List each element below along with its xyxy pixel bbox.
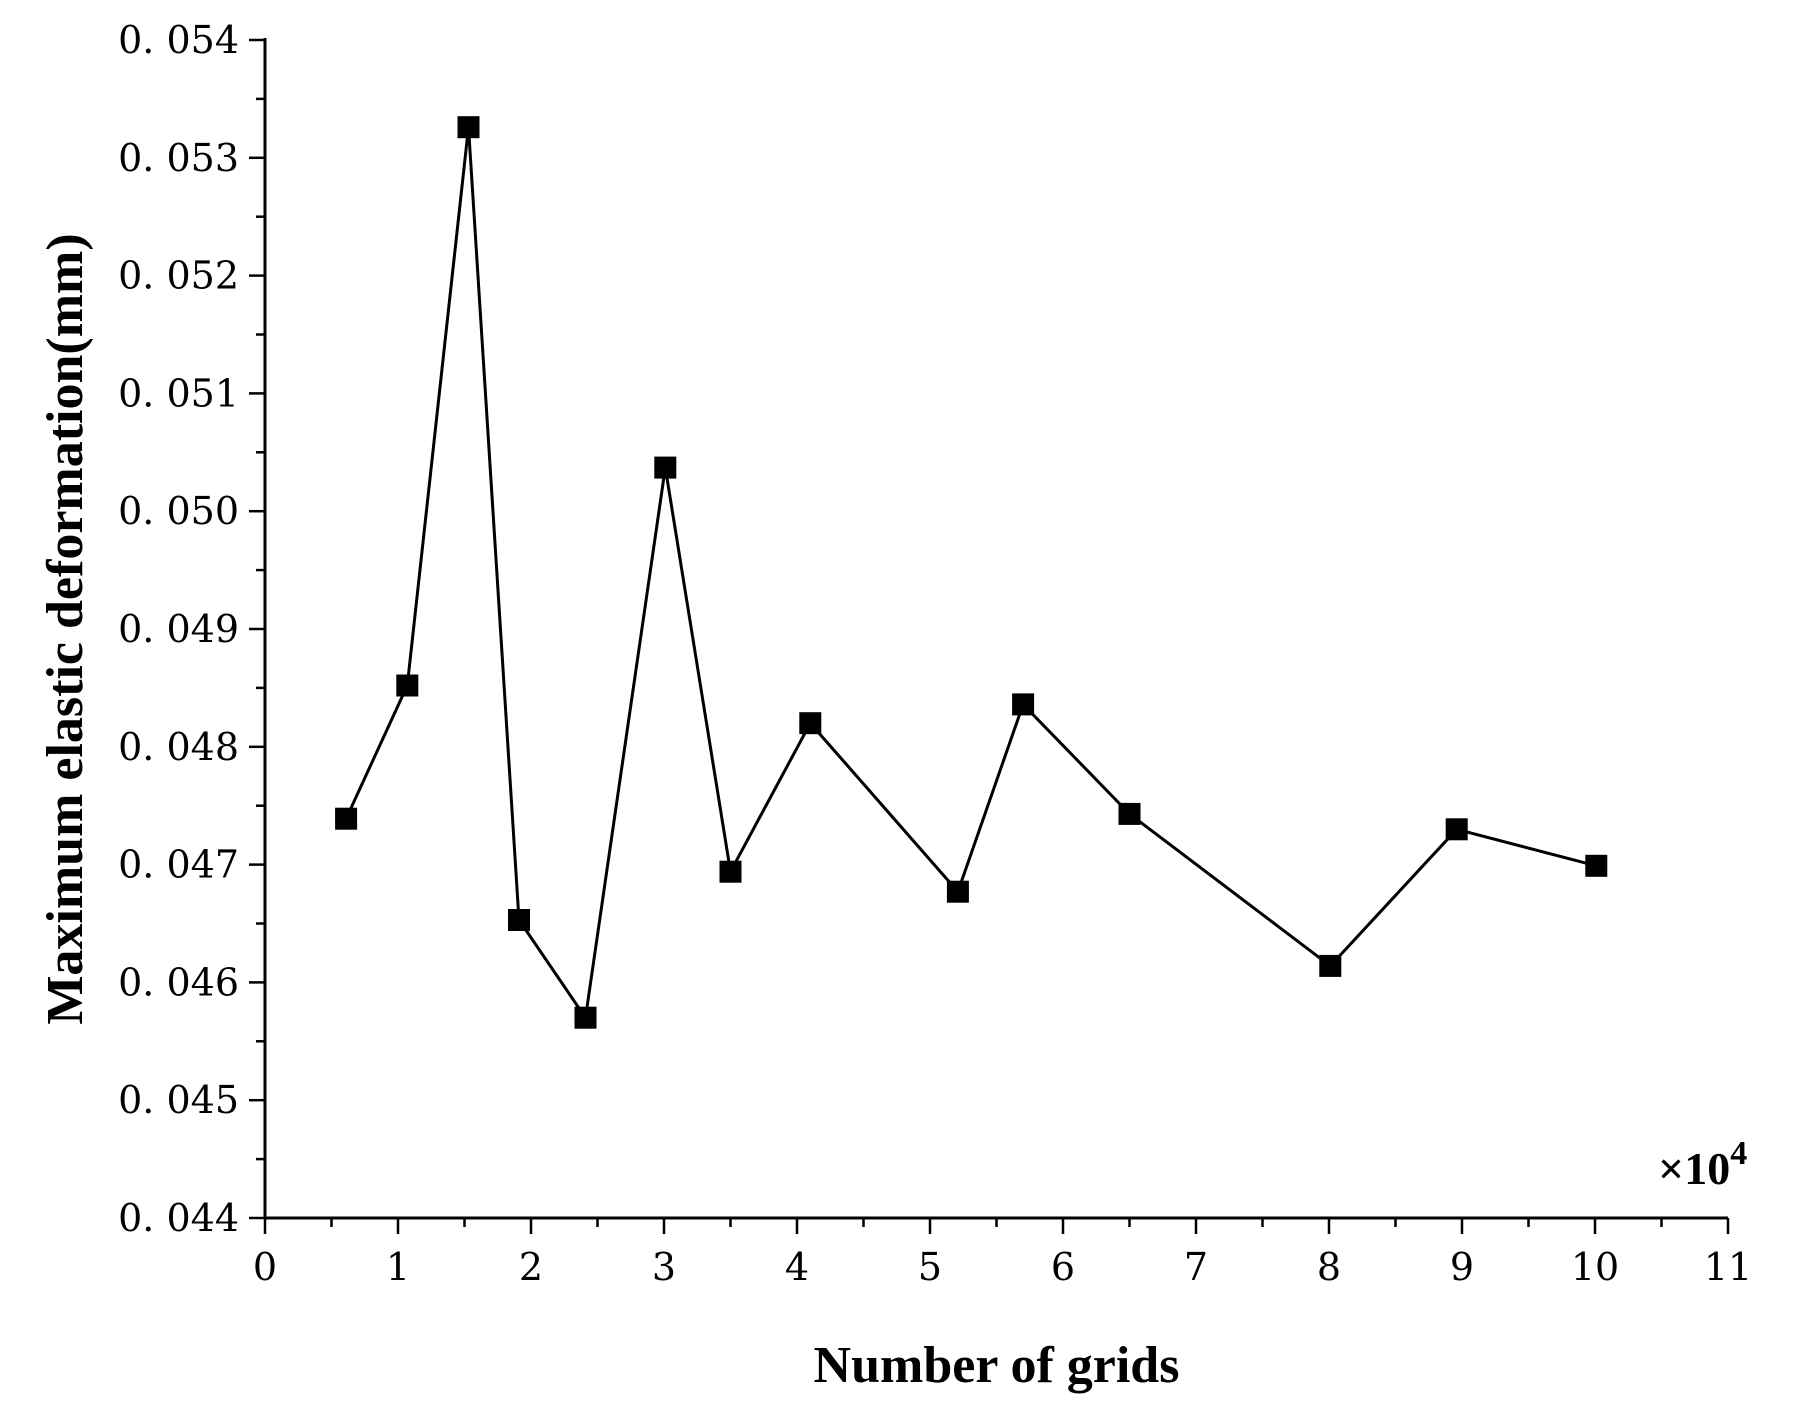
x-tick-label: 1	[386, 1245, 410, 1289]
data-point	[1319, 954, 1342, 977]
series-line	[344, 127, 1597, 1022]
data-point	[1585, 854, 1608, 877]
x-tick-label: 2	[519, 1245, 543, 1289]
y-tick-label: 0. 047	[118, 843, 239, 887]
data-point	[799, 712, 822, 735]
x-tick-label: 9	[1450, 1245, 1474, 1289]
x-axis-ticks: 0 1 2 3 4 5 6 7 8 9 10 11	[253, 1218, 1752, 1289]
x-tick-label: 7	[1184, 1245, 1208, 1289]
x-multiplier-exponent: 4	[1730, 1135, 1747, 1172]
y-tick-label: 0. 049	[118, 607, 239, 651]
data-point	[946, 880, 969, 903]
y-tick-label: 0. 048	[118, 725, 239, 769]
y-tick-label: 0. 050	[118, 489, 239, 533]
data-markers	[335, 116, 1608, 1029]
data-point	[574, 1006, 597, 1029]
y-tick-label: 0. 045	[118, 1078, 239, 1122]
y-axis-title: Maximum elastic deformation(mm)	[37, 233, 94, 1024]
y-tick-label: 0. 052	[118, 254, 239, 298]
x-tick-label: 10	[1571, 1245, 1619, 1289]
x-tick-label: 11	[1704, 1245, 1752, 1289]
y-axis-ticks: 0. 044 0. 045 0. 046 0. 047 0. 048 0. 049 0. 0…	[118, 18, 265, 1240]
data-point	[396, 674, 419, 697]
y-tick-label: 0. 046	[118, 960, 239, 1004]
x-tick-label: 0	[253, 1245, 277, 1289]
data-point	[719, 860, 742, 883]
data-point	[335, 807, 358, 830]
x-tick-label: 6	[1051, 1245, 1075, 1289]
data-point	[1445, 818, 1468, 841]
data-point	[654, 456, 677, 479]
y-tick-label: 0. 044	[118, 1196, 239, 1240]
x-tick-label: 4	[785, 1245, 809, 1289]
y-tick-label: 0. 053	[118, 136, 239, 180]
y-tick-label: 0. 051	[118, 371, 239, 415]
x-tick-label: 5	[918, 1245, 942, 1289]
x-tick-label: 8	[1317, 1245, 1341, 1289]
data-point	[1118, 802, 1141, 825]
data-point	[508, 909, 530, 931]
x-axis-multiplier: ×104	[1658, 1135, 1747, 1194]
x-tick-label: 3	[652, 1245, 676, 1289]
x-multiplier-base: ×10	[1658, 1143, 1730, 1194]
y-tick-label: 0. 054	[118, 18, 239, 62]
data-point	[457, 116, 480, 139]
data-point	[1012, 693, 1035, 716]
x-axis-title: Number of grids	[814, 1337, 1180, 1394]
